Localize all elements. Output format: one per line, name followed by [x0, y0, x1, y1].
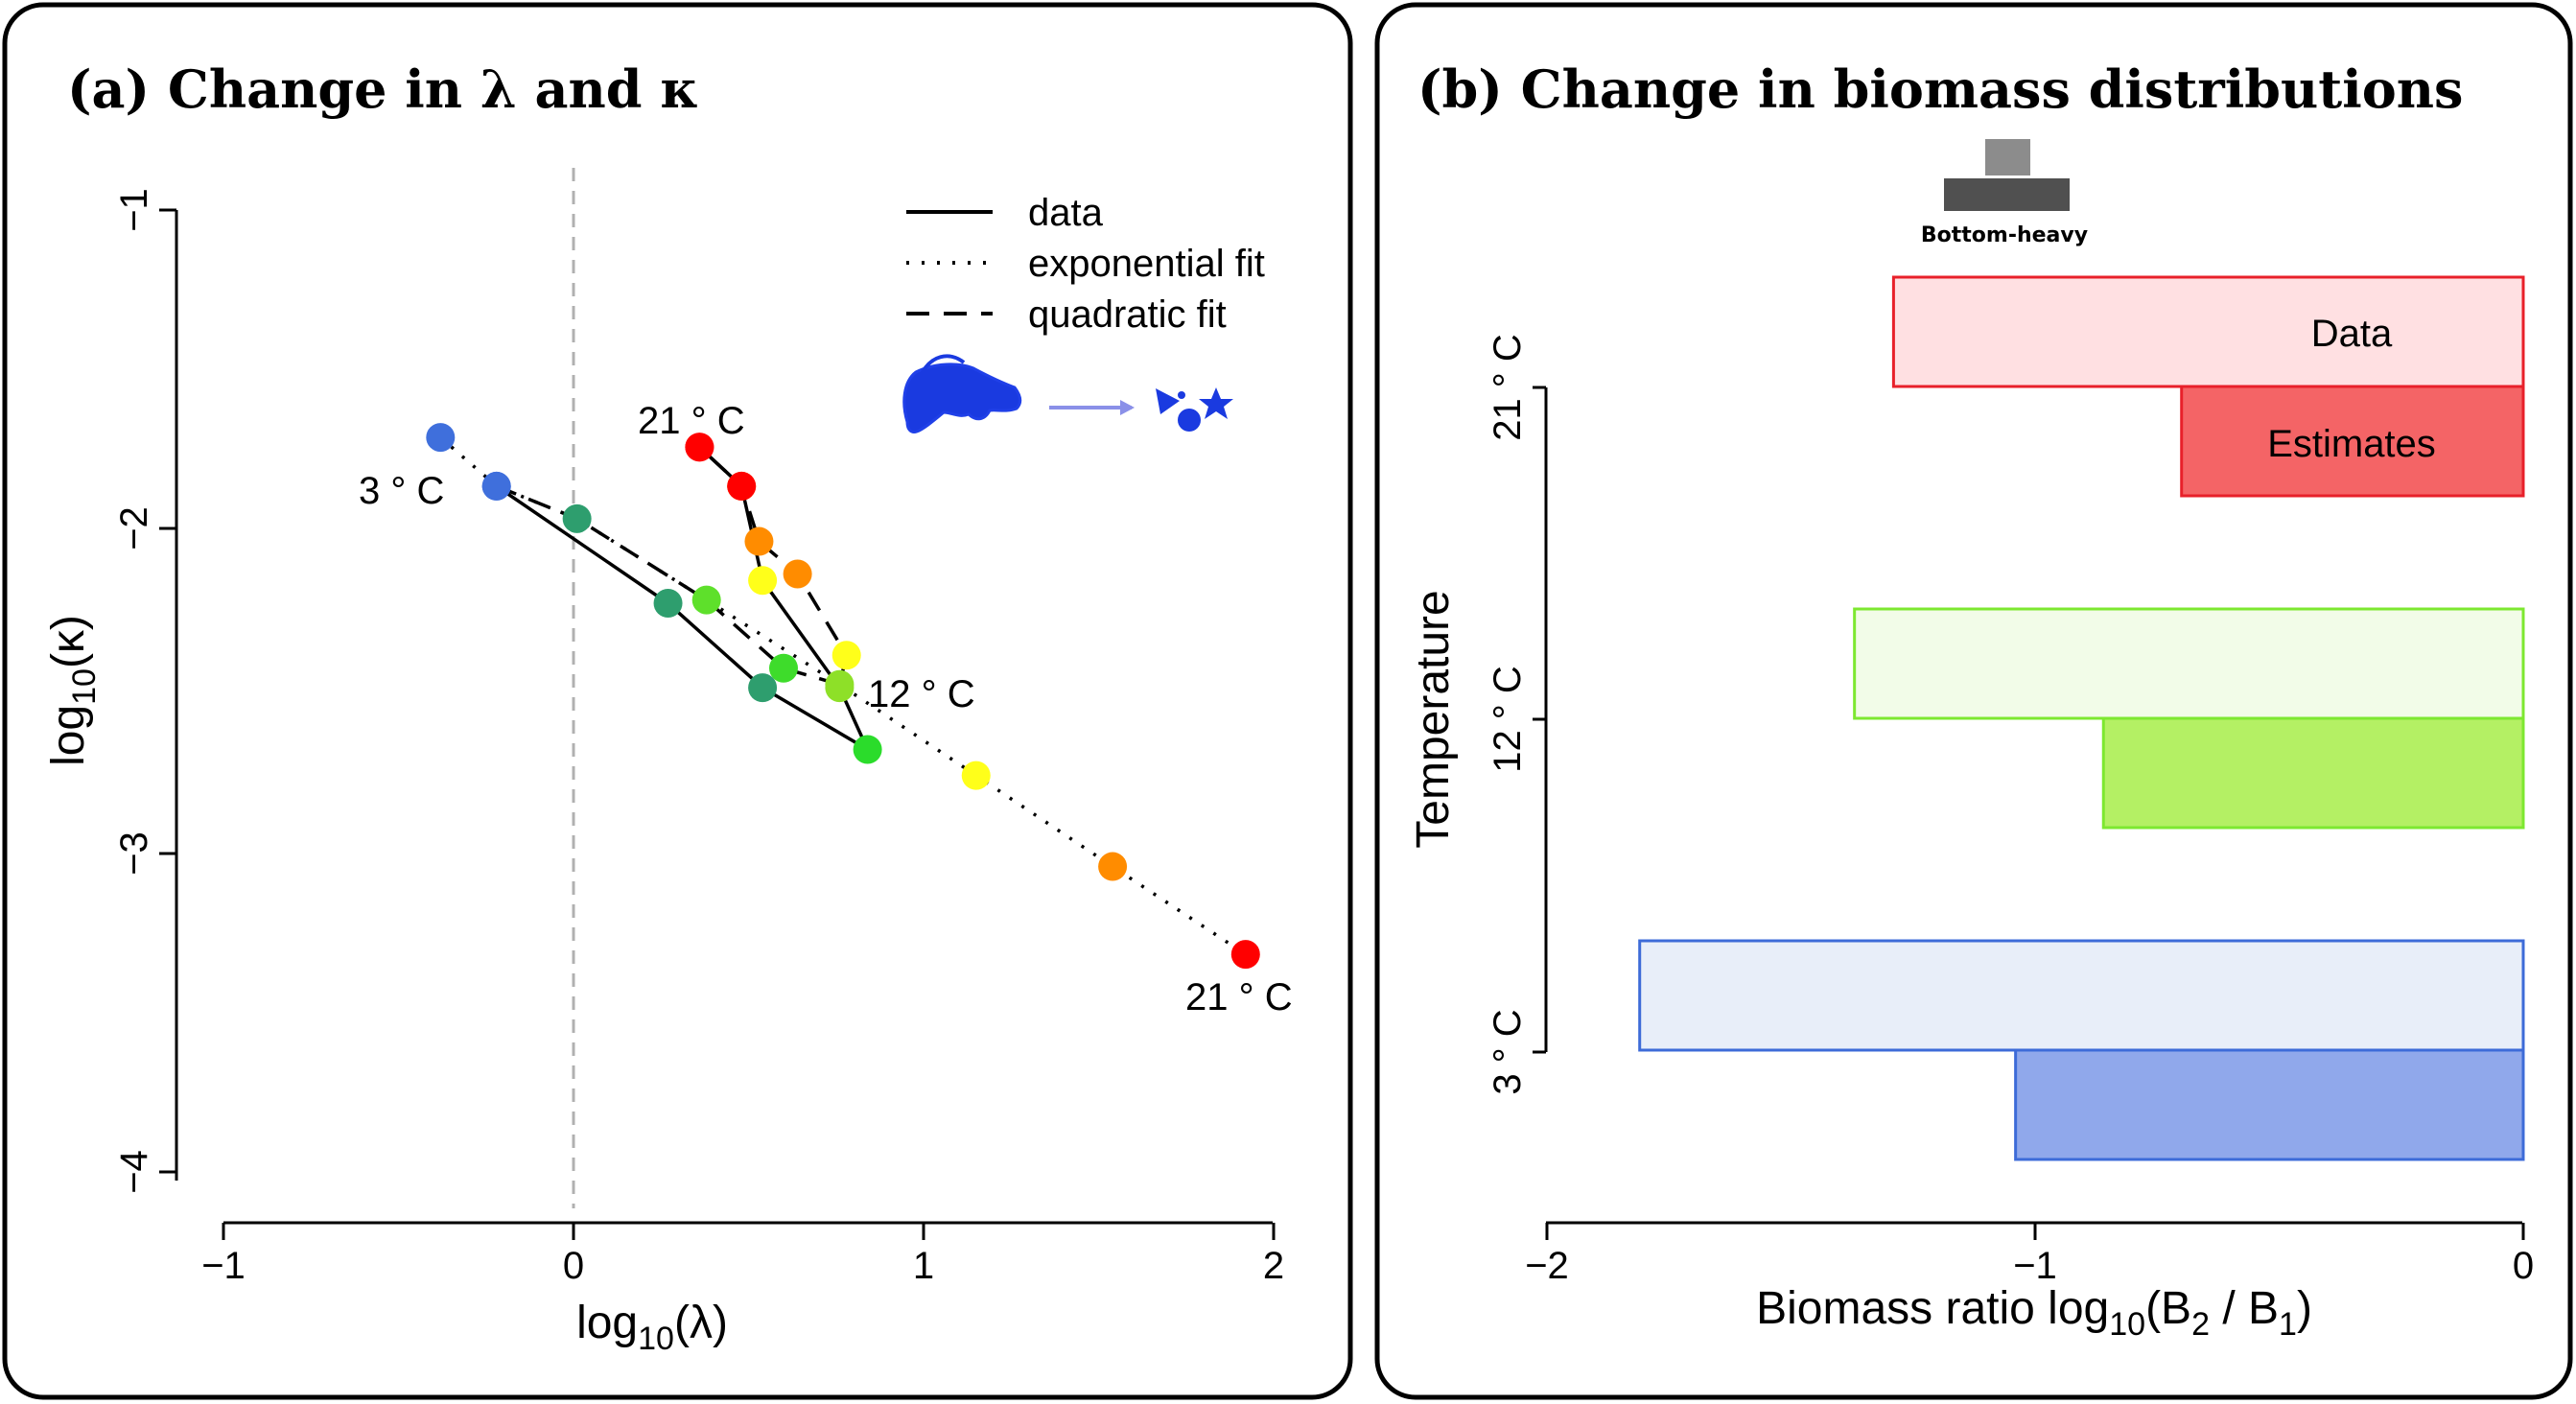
y-tick-label-b: 3 ° C — [1487, 1009, 1529, 1094]
data-point — [744, 526, 774, 556]
y-tick-label-b: 12 ° C — [1487, 666, 1529, 773]
y-tick-label-b: 21 ° C — [1487, 334, 1529, 441]
bar-data-12c — [1853, 607, 2525, 720]
y-tick-label-a: −3 — [113, 831, 155, 876]
annotation-21c-bottom: 21 ° C — [1185, 976, 1293, 1018]
x-tick-label-b: −2 — [1525, 1245, 1569, 1287]
bar-data-21c — [1891, 275, 2525, 388]
bar-estimates-3c — [2014, 1048, 2525, 1161]
x-tick-label-a: 1 — [913, 1245, 934, 1287]
data-point — [961, 760, 991, 790]
data-point — [1098, 852, 1128, 881]
y-tick-label-a: −2 — [113, 506, 155, 550]
series-line-exponential-fit — [439, 435, 1247, 956]
copepod-icon — [902, 354, 1022, 433]
y-axis-label-a: log10(κ) — [43, 615, 103, 766]
data-point — [783, 559, 812, 589]
x-axis-label-b: Biomass ratio log10(B2 / B1) — [1756, 1283, 2312, 1343]
bar-data-3c — [1638, 939, 2525, 1052]
data-point — [748, 566, 778, 596]
panel-b-title: (b) Change in biomass distributions — [1417, 58, 2463, 120]
data-point — [748, 673, 778, 703]
x-tick-label-a: 0 — [563, 1245, 584, 1287]
data-point — [653, 588, 683, 618]
bar-estimates-21c — [2180, 385, 2525, 498]
annotation-12c: 12 ° C — [868, 673, 975, 715]
data-point — [481, 471, 511, 501]
data-point — [825, 669, 855, 699]
phytoplankton-icon — [1156, 387, 1233, 432]
bar-estimates-12c — [2101, 716, 2525, 830]
x-tick-label-b: −1 — [2013, 1245, 2057, 1287]
y-tick-label-a: −4 — [113, 1150, 155, 1194]
series-line-data — [495, 446, 872, 754]
data-point — [1230, 940, 1260, 970]
arrow-head-icon — [1120, 400, 1135, 415]
panel-b-frame — [1374, 2, 2573, 1400]
data-point — [685, 433, 714, 462]
legend-quadratic: quadratic fit — [1028, 293, 1227, 336]
data-point — [831, 641, 861, 670]
data-point — [769, 653, 798, 683]
x-tick-label-a: 2 — [1263, 1245, 1284, 1287]
annotation-3c: 3 ° C — [359, 470, 444, 512]
y-axis-label-b: Temperature — [1408, 590, 1459, 848]
series-line-quadratic-fit — [496, 446, 849, 687]
data-point — [562, 503, 592, 533]
x-tick-label-b: 0 — [2513, 1245, 2534, 1287]
bottom-heavy-icon — [1944, 139, 2070, 211]
legend-data: data — [1028, 192, 1104, 234]
panel-a-frame — [2, 2, 1353, 1400]
legend-exponential: exponential fit — [1028, 243, 1265, 285]
bar-label-estimates: Estimates — [2267, 423, 2436, 465]
bottom-heavy-label: Bottom-heavy — [1921, 223, 2088, 247]
data-point — [853, 735, 882, 764]
bar-label-data: Data — [2311, 313, 2393, 355]
x-axis-label-a: log10(λ) — [576, 1298, 728, 1357]
data-point — [426, 423, 456, 453]
data-point — [727, 471, 757, 501]
y-tick-label-a: −1 — [113, 188, 155, 232]
panel-a-title: (a) Change in λ and κ — [67, 58, 699, 120]
x-tick-label-a: −1 — [201, 1245, 246, 1287]
data-point — [691, 585, 721, 615]
legend: data exponential fit quadratic fit — [906, 192, 1265, 336]
annotation-21c-top: 21 ° C — [638, 400, 745, 442]
